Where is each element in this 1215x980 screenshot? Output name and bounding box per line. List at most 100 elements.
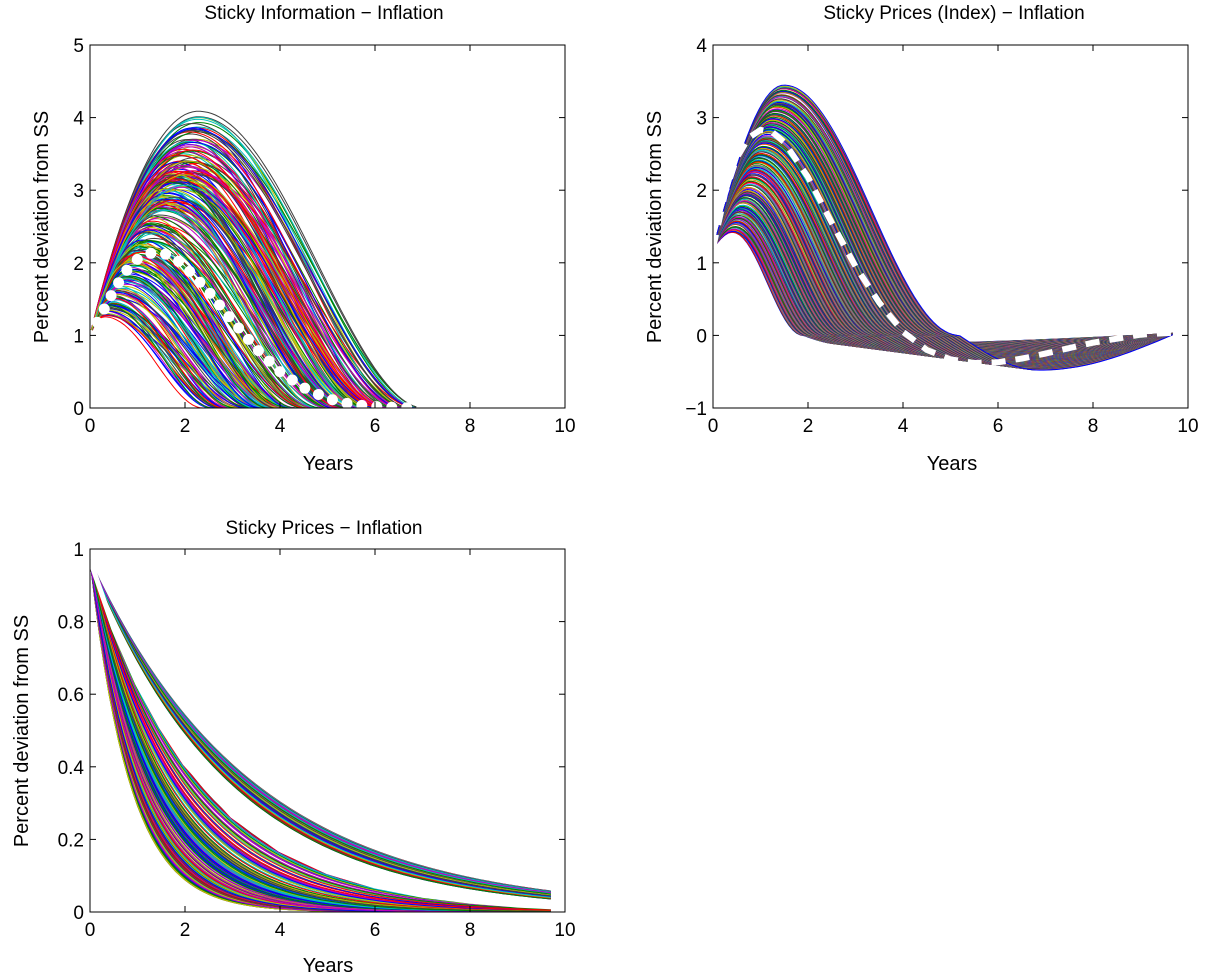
x-tick-label: 2 — [180, 416, 191, 437]
series-line — [90, 209, 353, 408]
y-tick-label: 0.4 — [58, 758, 85, 779]
panel-sticky-prices: Sticky Prices − Inflation 0 2 4 6 8 10 0 0.2 0.… — [11, 518, 576, 977]
series-line — [90, 239, 322, 408]
series-line — [90, 214, 353, 408]
series-line — [90, 166, 364, 408]
series-line — [90, 559, 551, 893]
panel-sticky-prices-index: Sticky Prices (Index) − Inflation 0 2 4 6 8 1… — [644, 3, 1199, 475]
y-axis: 0 1 2 3 4 5 — [73, 36, 565, 420]
series-line — [90, 174, 338, 408]
series-line — [90, 559, 551, 912]
series-line — [90, 174, 372, 408]
chart-title: Sticky Information − Inflation — [204, 3, 443, 24]
y-tick-label: 3 — [73, 181, 84, 202]
series-line — [90, 192, 334, 408]
series-line — [90, 144, 391, 408]
series-line — [90, 303, 239, 408]
series-line — [90, 128, 417, 408]
x-tick-label: 10 — [1177, 416, 1198, 437]
series-line — [90, 316, 205, 408]
plot-area — [89, 44, 566, 409]
series-line — [90, 122, 417, 408]
series-line — [90, 262, 284, 408]
chart-title: Sticky Prices − Inflation — [226, 518, 423, 539]
series-line — [90, 182, 379, 408]
x-tick-label: 6 — [370, 920, 381, 941]
series-line — [90, 313, 212, 408]
x-tick-label: 0 — [85, 416, 96, 437]
y-tick-label: 5 — [73, 36, 84, 57]
x-tick-label: 8 — [465, 920, 476, 941]
series-line — [90, 304, 250, 408]
x-tick-label: 0 — [708, 416, 719, 437]
y-axis: −1 0 1 2 3 4 — [685, 36, 1188, 420]
y-tick-label: −1 — [685, 399, 707, 420]
series-line — [90, 304, 216, 408]
x-tick-label: 2 — [180, 920, 191, 941]
series-line — [90, 228, 315, 408]
x-axis: 0 2 4 6 8 10 — [85, 45, 576, 437]
series-line — [90, 306, 224, 408]
panel-sticky-information: Sticky Information − Inflation 0 2 4 6 8 10 0… — [31, 3, 576, 475]
plot-frame — [712, 44, 1189, 409]
plot-area — [89, 548, 566, 913]
y-tick-label: 1 — [73, 540, 84, 561]
x-tick-label: 4 — [275, 920, 286, 941]
series-line — [90, 559, 551, 896]
series-line — [90, 264, 269, 408]
series-line — [90, 559, 551, 896]
series-line — [90, 241, 319, 408]
y-tick-label: 0.8 — [58, 613, 84, 634]
y-tick-label: 4 — [696, 36, 707, 57]
series-line — [90, 559, 551, 911]
series-line — [90, 559, 551, 912]
x-tick-label: 0 — [85, 920, 96, 941]
series-line — [90, 559, 551, 911]
y-tick-label: 4 — [73, 109, 84, 130]
series-line — [90, 225, 307, 408]
series-ensemble — [90, 110, 428, 408]
highlight-line — [713, 126, 1177, 367]
y-tick-label: 0 — [73, 903, 84, 924]
y-tick-label: 0.2 — [58, 830, 84, 851]
series-line — [90, 237, 322, 408]
series-line — [90, 268, 262, 408]
series-line — [90, 232, 330, 408]
x-axis: 0 2 4 6 8 10 — [85, 549, 576, 941]
series-line — [90, 559, 551, 898]
plot-frame — [89, 548, 566, 913]
y-tick-label: 2 — [73, 254, 84, 275]
series-line — [90, 141, 402, 408]
series-line — [90, 559, 551, 900]
series-ensemble — [713, 84, 1177, 371]
x-axis: 0 2 4 6 8 10 — [708, 45, 1199, 437]
series-line — [713, 84, 1174, 371]
x-tick-label: 4 — [275, 416, 286, 437]
series-line — [90, 285, 235, 408]
series-line — [90, 559, 551, 895]
series-line — [90, 184, 364, 408]
series-line — [90, 559, 551, 912]
chart-title: Sticky Prices (Index) − Inflation — [823, 3, 1084, 24]
plot-frame — [89, 44, 566, 409]
series-line — [90, 210, 349, 408]
series-line — [90, 559, 551, 894]
y-tick-label: 1 — [73, 326, 84, 347]
x-axis-label: Years — [303, 453, 353, 475]
y-axis-label: Percent deviation from SS — [644, 111, 666, 343]
series-line — [90, 166, 402, 408]
highlight-line — [90, 559, 554, 910]
series-line — [90, 110, 425, 408]
series-line — [90, 290, 250, 408]
x-tick-label: 8 — [465, 416, 476, 437]
series-line — [90, 559, 551, 910]
y-tick-label: 3 — [696, 109, 707, 130]
series-line — [90, 559, 551, 899]
y-axis-label: Percent deviation from SS — [31, 111, 53, 343]
y-tick-label: 0.6 — [58, 685, 84, 706]
y-tick-label: 0 — [73, 399, 84, 420]
series-ensemble — [90, 559, 554, 912]
x-tick-label: 4 — [898, 416, 909, 437]
series-line — [90, 559, 551, 909]
series-line — [90, 170, 383, 408]
